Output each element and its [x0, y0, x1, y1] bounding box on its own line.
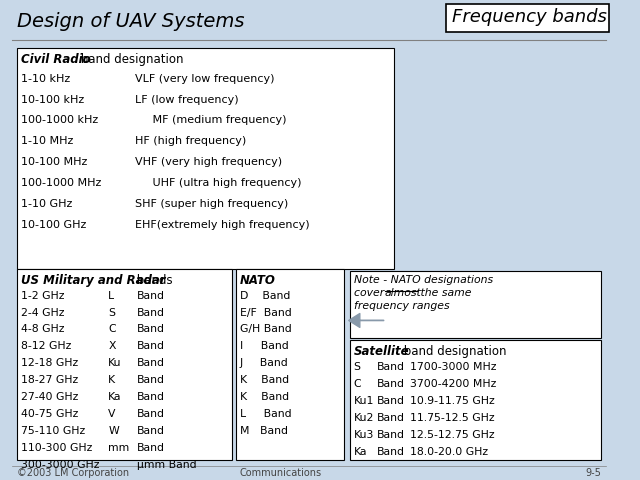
Text: Band: Band: [137, 341, 165, 351]
Text: 27-40 GHz: 27-40 GHz: [21, 392, 79, 402]
FancyBboxPatch shape: [447, 4, 609, 32]
Text: S: S: [108, 308, 115, 317]
Text: bands: bands: [133, 274, 173, 287]
Text: 3700-4200 MHz: 3700-4200 MHz: [410, 379, 496, 389]
Text: Band: Band: [377, 379, 405, 389]
Text: Band: Band: [377, 396, 405, 406]
Text: E/F  Band: E/F Band: [239, 308, 291, 317]
Text: Satellite: Satellite: [354, 345, 410, 359]
Text: Band: Band: [377, 430, 405, 440]
Text: 18-27 GHz: 18-27 GHz: [21, 375, 79, 385]
Text: L     Band: L Band: [239, 409, 291, 419]
Text: ©2003 LM Corporation: ©2003 LM Corporation: [17, 468, 129, 478]
Text: Band: Band: [137, 358, 165, 368]
Text: Ku: Ku: [108, 358, 122, 368]
Text: almost: almost: [385, 288, 421, 298]
Text: Band: Band: [377, 447, 405, 457]
Text: 40-75 GHz: 40-75 GHz: [21, 409, 79, 419]
Text: band designation: band designation: [77, 53, 184, 66]
Text: Band: Band: [137, 308, 165, 317]
Text: Band: Band: [137, 375, 165, 385]
Text: X: X: [108, 341, 116, 351]
Text: K    Band: K Band: [239, 375, 289, 385]
Text: 10-100 kHz: 10-100 kHz: [21, 95, 84, 105]
Text: 18.0-20.0 GHz: 18.0-20.0 GHz: [410, 447, 488, 457]
Text: μmm Band: μmm Band: [137, 460, 197, 470]
Text: J     Band: J Band: [239, 358, 289, 368]
Text: 1-10 kHz: 1-10 kHz: [21, 73, 70, 84]
Text: Design of UAV Systems: Design of UAV Systems: [17, 12, 245, 31]
Text: 9-5: 9-5: [585, 468, 601, 478]
Text: K: K: [108, 375, 115, 385]
FancyBboxPatch shape: [350, 340, 601, 460]
FancyBboxPatch shape: [17, 269, 232, 460]
Text: VLF (very low frequency): VLF (very low frequency): [135, 73, 275, 84]
FancyBboxPatch shape: [236, 269, 344, 460]
Text: 300-3000 GHz: 300-3000 GHz: [21, 460, 100, 470]
Text: Ka: Ka: [354, 447, 367, 457]
Text: Ku1: Ku1: [354, 396, 374, 406]
Text: UHF (ultra high frequency): UHF (ultra high frequency): [135, 178, 302, 188]
Text: 10-100 GHz: 10-100 GHz: [21, 220, 86, 230]
Text: 100-1000 kHz: 100-1000 kHz: [21, 116, 99, 125]
Text: the same: the same: [417, 288, 472, 298]
Text: 10-100 MHz: 10-100 MHz: [21, 157, 88, 167]
Text: Ku3: Ku3: [354, 430, 374, 440]
Text: US Military and Radar: US Military and Radar: [21, 274, 166, 287]
Text: 4-8 GHz: 4-8 GHz: [21, 324, 65, 335]
Text: L: L: [108, 290, 115, 300]
Text: 110-300 GHz: 110-300 GHz: [21, 443, 93, 453]
Text: Band: Band: [137, 443, 165, 453]
Text: C: C: [108, 324, 116, 335]
FancyBboxPatch shape: [17, 48, 394, 269]
Text: Ku2: Ku2: [354, 413, 374, 423]
Text: C: C: [354, 379, 362, 389]
Text: 2-4 GHz: 2-4 GHz: [21, 308, 65, 317]
Text: I     Band: I Band: [239, 341, 289, 351]
Text: 1-10 MHz: 1-10 MHz: [21, 136, 74, 146]
Text: K    Band: K Band: [239, 392, 289, 402]
Text: M   Band: M Band: [239, 426, 287, 436]
Text: Ka: Ka: [108, 392, 122, 402]
Text: D    Band: D Band: [239, 290, 290, 300]
Text: 12-18 GHz: 12-18 GHz: [21, 358, 79, 368]
Text: 12.5-12.75 GHz: 12.5-12.75 GHz: [410, 430, 494, 440]
Text: Band: Band: [137, 392, 165, 402]
Text: Band: Band: [377, 413, 405, 423]
Text: Band: Band: [137, 426, 165, 436]
Text: Band: Band: [137, 324, 165, 335]
Text: V: V: [108, 409, 116, 419]
FancyArrowPatch shape: [349, 313, 384, 327]
Text: VHF (very high frequency): VHF (very high frequency): [135, 157, 282, 167]
Text: NATO: NATO: [239, 274, 275, 287]
Text: mm: mm: [108, 443, 129, 453]
Text: 100-1000 MHz: 100-1000 MHz: [21, 178, 102, 188]
FancyBboxPatch shape: [350, 271, 601, 338]
Text: W: W: [108, 426, 119, 436]
Text: G/H Band: G/H Band: [239, 324, 291, 335]
Text: 75-110 GHz: 75-110 GHz: [21, 426, 86, 436]
Text: Note - NATO designations: Note - NATO designations: [354, 275, 493, 285]
Text: 1-2 GHz: 1-2 GHz: [21, 290, 65, 300]
Text: MF (medium frequency): MF (medium frequency): [135, 116, 287, 125]
Text: Communications: Communications: [239, 468, 321, 478]
Text: Band: Band: [137, 409, 165, 419]
Text: band designation: band designation: [400, 345, 506, 359]
Text: LF (low frequency): LF (low frequency): [135, 95, 239, 105]
Text: 10.9-11.75 GHz: 10.9-11.75 GHz: [410, 396, 495, 406]
Text: 1700-3000 MHz: 1700-3000 MHz: [410, 362, 496, 372]
Text: 11.75-12.5 GHz: 11.75-12.5 GHz: [410, 413, 494, 423]
Text: Band: Band: [137, 290, 165, 300]
Text: HF (high frequency): HF (high frequency): [135, 136, 246, 146]
Text: EHF(extremely high frequency): EHF(extremely high frequency): [135, 220, 310, 230]
Text: S: S: [354, 362, 361, 372]
Text: SHF (super high frequency): SHF (super high frequency): [135, 199, 289, 209]
Text: Civil Radio: Civil Radio: [21, 53, 91, 66]
Text: frequency ranges: frequency ranges: [354, 300, 449, 311]
Text: 8-12 GHz: 8-12 GHz: [21, 341, 72, 351]
Text: Band: Band: [377, 362, 405, 372]
Text: Frequency bands: Frequency bands: [452, 8, 607, 26]
Text: cover: cover: [354, 288, 387, 298]
Text: 1-10 GHz: 1-10 GHz: [21, 199, 72, 209]
